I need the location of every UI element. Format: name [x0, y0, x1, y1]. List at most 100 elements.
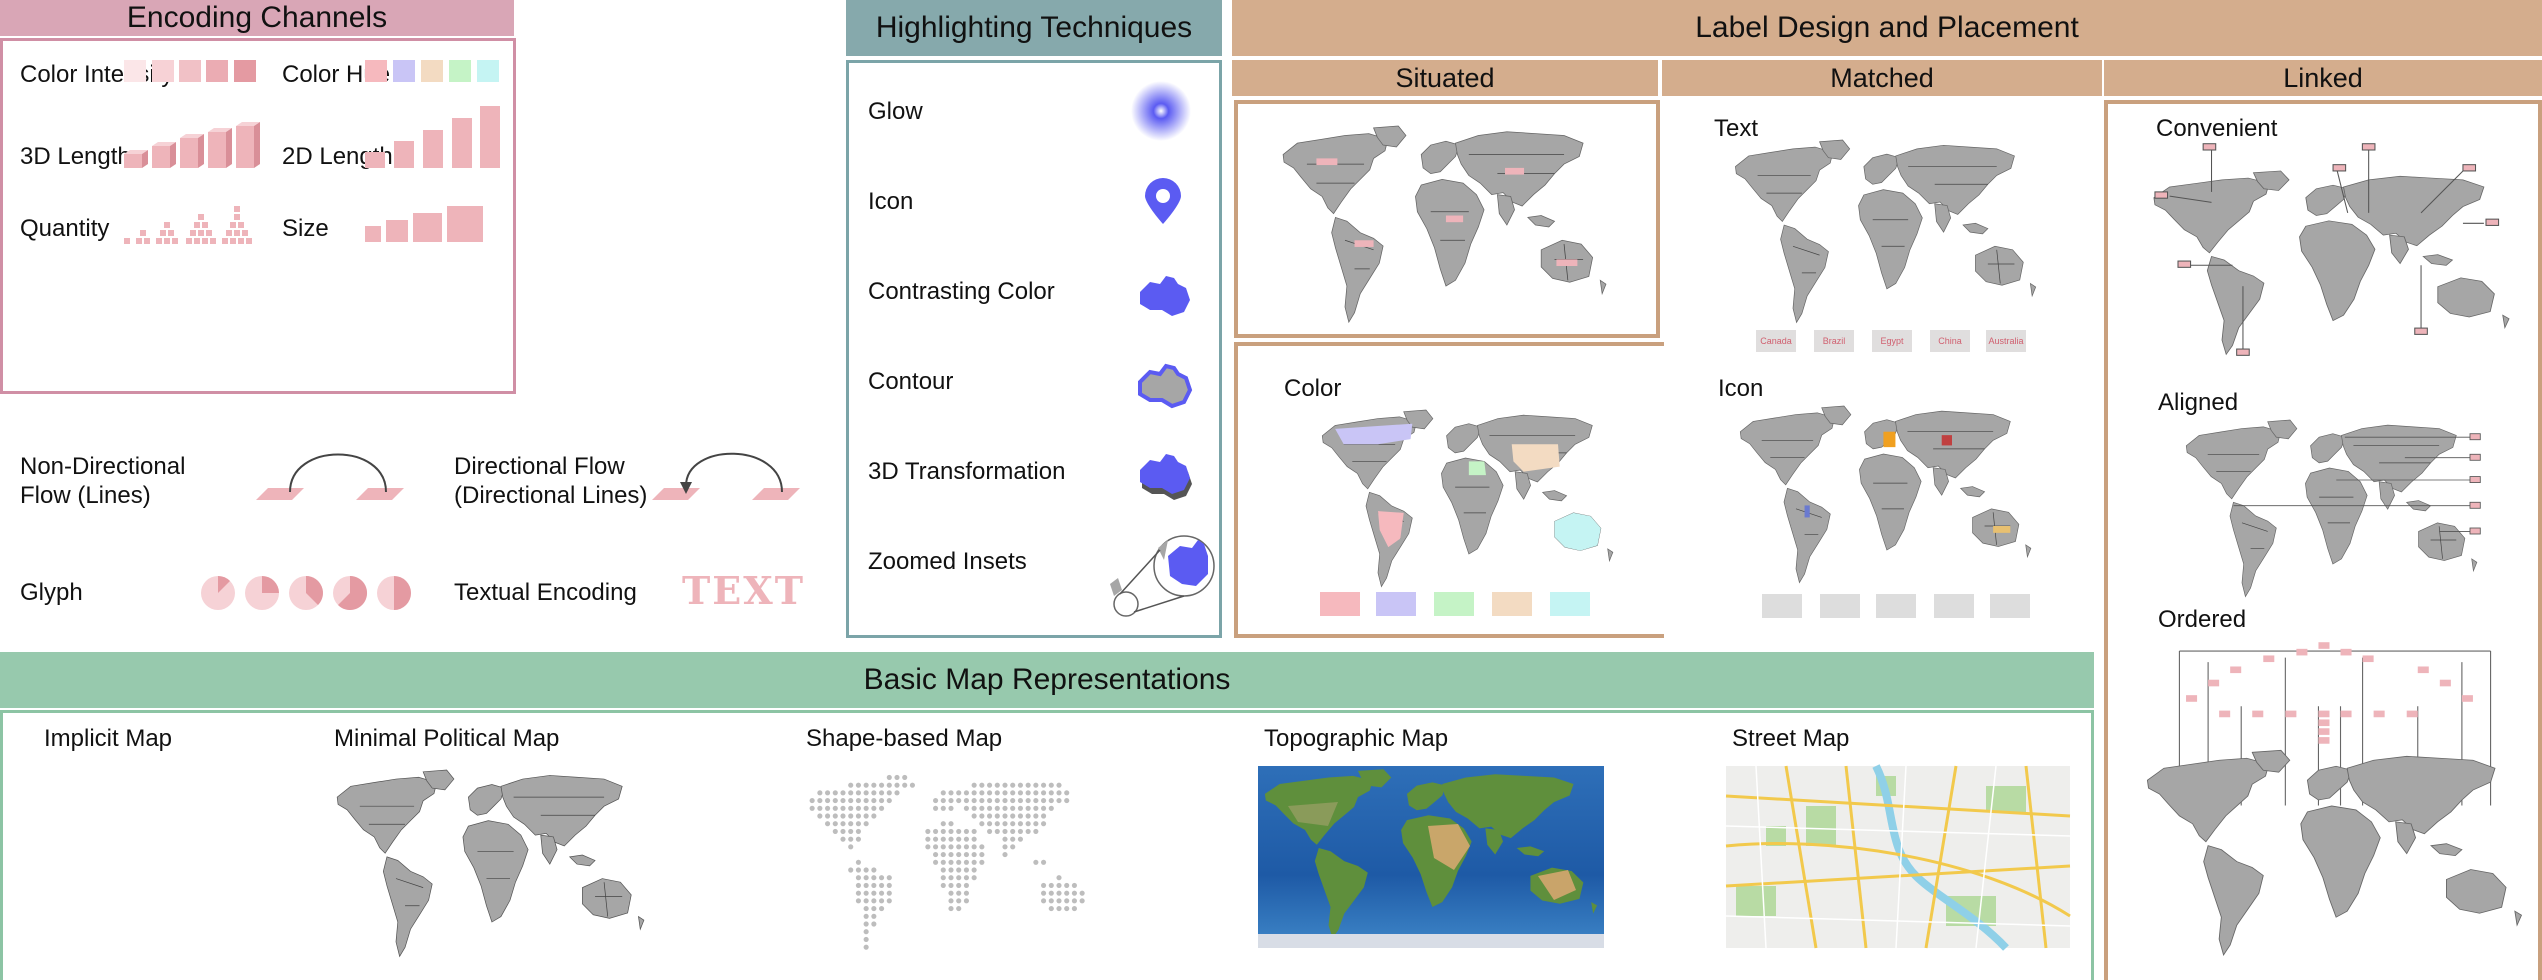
map-dot	[1071, 890, 1077, 896]
label-title: Label Design and Placement	[1695, 11, 2079, 44]
map-dot	[1071, 882, 1077, 888]
map-dot	[963, 867, 969, 873]
map-dot	[871, 867, 877, 873]
map-dot	[879, 782, 885, 788]
transform-3d-label: 3D Transformation	[868, 458, 1066, 485]
length-3d-label: 3D Length	[20, 143, 131, 170]
map-dot	[871, 890, 877, 896]
map-dot	[956, 890, 962, 896]
map-dot	[987, 790, 993, 796]
australia-3d-icon	[1140, 454, 1192, 500]
map-dot	[1064, 890, 1070, 896]
map-dot	[1048, 906, 1054, 912]
map-dot	[933, 836, 939, 842]
glyph-pies	[201, 575, 411, 610]
map-dot	[871, 882, 877, 888]
map-dot	[948, 836, 954, 842]
convenient-label: Convenient	[2156, 115, 2278, 142]
map-dot	[1010, 798, 1016, 804]
map-dot	[1041, 890, 1047, 896]
country-tag: Australia	[1986, 330, 2026, 352]
convenient-world-map	[2153, 143, 2510, 356]
map-dot	[871, 790, 877, 796]
country-tag: Egypt	[1872, 330, 1912, 352]
map-dot	[848, 821, 854, 827]
map-dot	[963, 836, 969, 842]
map-dot	[1064, 906, 1070, 912]
quantity-stacks	[124, 206, 252, 244]
map-dot	[1010, 805, 1016, 811]
landmark-icon	[1762, 594, 1802, 618]
glow-icon	[1131, 81, 1191, 141]
map-dot	[940, 798, 946, 804]
map-dot	[948, 859, 954, 865]
landmark-icon	[1990, 594, 2030, 618]
color-intensity-label: Color Intensity	[20, 61, 174, 88]
map-dot	[979, 782, 985, 788]
map-dot	[933, 859, 939, 865]
map-dot	[1010, 844, 1016, 850]
map-dot	[840, 798, 846, 804]
map-dot	[840, 828, 846, 834]
country-tag: China	[1930, 330, 1970, 352]
map-dot	[894, 790, 900, 796]
length-2d-bar	[394, 141, 414, 168]
map-dot	[940, 836, 946, 842]
map-dot	[948, 906, 954, 912]
map-dot	[956, 898, 962, 904]
map-dot	[871, 898, 877, 904]
size-label: Size	[282, 215, 329, 242]
map-dot	[909, 782, 915, 788]
map-dot	[855, 798, 861, 804]
map-dot	[948, 805, 954, 811]
map-dot	[963, 828, 969, 834]
length-3d-bars	[124, 122, 260, 168]
map-dot	[994, 828, 1000, 834]
linked-title: Linked	[2283, 62, 2363, 93]
map-dot	[948, 890, 954, 896]
map-dot	[1071, 906, 1077, 912]
map-dot	[940, 821, 946, 827]
map-dot	[925, 836, 931, 842]
map-dot	[855, 828, 861, 834]
map-dot	[987, 813, 993, 819]
size-square	[413, 213, 442, 242]
map-dot	[1056, 875, 1062, 881]
map-dot	[855, 859, 861, 865]
quantity-label: Quantity	[20, 215, 110, 242]
map-dot	[1017, 821, 1023, 827]
map-dot	[817, 813, 823, 819]
map-dot	[925, 828, 931, 834]
map-dot	[1033, 828, 1039, 834]
map-dot	[948, 867, 954, 873]
nondir-flow-label-1: Non-Directional	[20, 453, 186, 480]
linked-subheader: Linked	[2104, 60, 2542, 96]
map-dot	[1079, 898, 1085, 904]
map-dot	[879, 890, 885, 896]
map-dot	[825, 790, 831, 796]
map-dot	[871, 782, 877, 788]
map-dot	[832, 828, 838, 834]
map-dot	[1017, 798, 1023, 804]
map-dot	[940, 882, 946, 888]
map-dot	[863, 790, 869, 796]
map-dot	[886, 790, 892, 796]
map-dot	[879, 906, 885, 912]
map-dot	[1071, 898, 1077, 904]
intensity-swatch	[234, 60, 256, 82]
country-tag: Canada	[1756, 330, 1796, 352]
map-dot	[940, 828, 946, 834]
map-dot	[933, 828, 939, 834]
map-dot	[1025, 782, 1031, 788]
map-dot	[825, 821, 831, 827]
map-dot	[863, 936, 869, 942]
map-dot	[956, 859, 962, 865]
map-dot	[1033, 805, 1039, 811]
hue-swatch	[449, 60, 471, 82]
legend-swatch	[1320, 592, 1360, 616]
landmark-icon	[1934, 594, 1974, 618]
map-dot	[855, 890, 861, 896]
map-dot	[871, 798, 877, 804]
text-world-map	[1734, 139, 2037, 323]
map-dot	[1041, 782, 1047, 788]
